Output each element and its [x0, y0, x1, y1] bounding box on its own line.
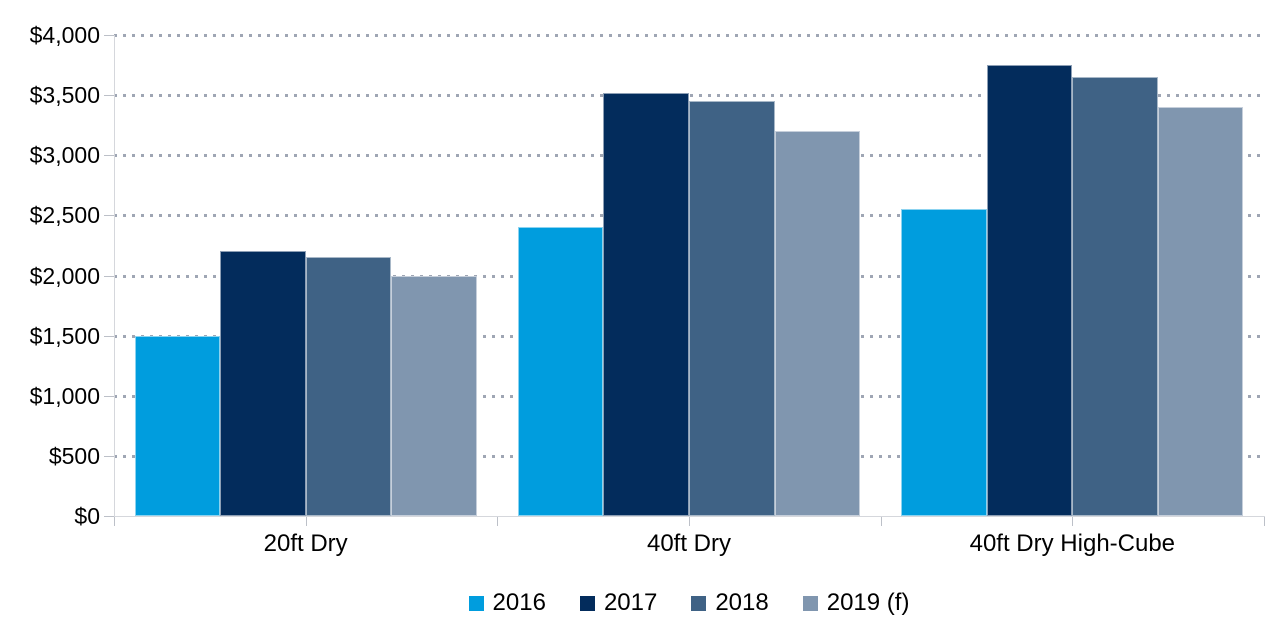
x-axis-category-label: 20ft Dry: [263, 530, 348, 557]
bar-2017-40ft-dry: [603, 92, 689, 516]
y-axis-tick-label: $1,000: [29, 382, 100, 409]
y-axis-tick-label: $2,000: [29, 262, 100, 289]
y-axis-tick: [104, 275, 114, 277]
legend-item-2019: 2019 (f): [802, 589, 910, 617]
y-axis-tick-label: $0: [74, 503, 100, 529]
x-axis-category-label: 40ft Dry High-Cube: [969, 530, 1176, 557]
legend-item-2018: 2018: [691, 589, 769, 617]
x-axis-tick: [880, 517, 882, 526]
legend-swatch-icon: [691, 595, 707, 611]
bar-2017-40ft-dry-high-cube: [986, 65, 1073, 516]
bar-2019f-40ft-dry-high-cube: [1157, 107, 1244, 516]
legend: 2016 2017 2018 2019 (f): [114, 589, 1264, 617]
bar-2019f-40ft-dry: [774, 131, 861, 516]
legend-swatch-icon: [468, 595, 484, 611]
y-axis-tick: [104, 335, 114, 337]
y-axis-tick-label: $3,000: [29, 142, 100, 169]
bar-2018-40ft-dry: [689, 101, 775, 516]
legend-label: 2016: [492, 589, 546, 616]
y-axis-tick: [104, 455, 114, 457]
x-axis-tick: [1264, 517, 1265, 526]
legend-label: 2017: [603, 589, 658, 616]
y-axis-tick-label: $3,500: [29, 82, 100, 109]
y-axis-tick: [104, 95, 114, 97]
bar-2016-40ft-dry: [517, 227, 604, 516]
bar-2016-20ft-dry: [134, 335, 221, 516]
bar-2016-40ft-dry-high-cube: [901, 209, 987, 516]
y-axis-tick: [104, 516, 114, 517]
x-axis-tick: [689, 517, 690, 526]
bar-2017-20ft-dry: [220, 251, 306, 516]
y-axis-tick: [104, 155, 114, 157]
x-axis-tick: [114, 517, 115, 526]
y-axis-tick: [104, 35, 114, 36]
y-axis-tick-label: $500: [48, 442, 100, 469]
x-axis-line: [114, 516, 1265, 517]
x-axis-tick: [1072, 517, 1074, 526]
bar-2018-20ft-dry: [305, 257, 392, 516]
y-axis-tick-label: $2,500: [29, 202, 100, 229]
legend-item-2017: 2017: [579, 589, 658, 617]
legend-label: 2018: [715, 589, 769, 616]
y-axis-tick-label: $4,000: [29, 22, 100, 48]
y-axis-tick: [104, 215, 114, 217]
gridline: [114, 94, 1264, 98]
x-axis-category-label: 40ft Dry: [646, 530, 731, 557]
bar-2018-40ft-dry-high-cube: [1072, 77, 1158, 516]
y-axis-tick: [104, 395, 114, 397]
x-axis-tick: [305, 517, 307, 526]
gridline: [114, 34, 1264, 37]
bar-2019f-20ft-dry: [391, 275, 477, 516]
legend-label: 2019 (f): [826, 589, 910, 616]
legend-item-2016: 2016: [468, 589, 546, 617]
legend-swatch-icon: [579, 595, 595, 611]
y-axis-line: [114, 35, 115, 517]
legend-swatch-icon: [802, 595, 818, 611]
x-axis-tick: [497, 517, 499, 526]
y-axis-tick-label: $1,500: [29, 322, 100, 349]
